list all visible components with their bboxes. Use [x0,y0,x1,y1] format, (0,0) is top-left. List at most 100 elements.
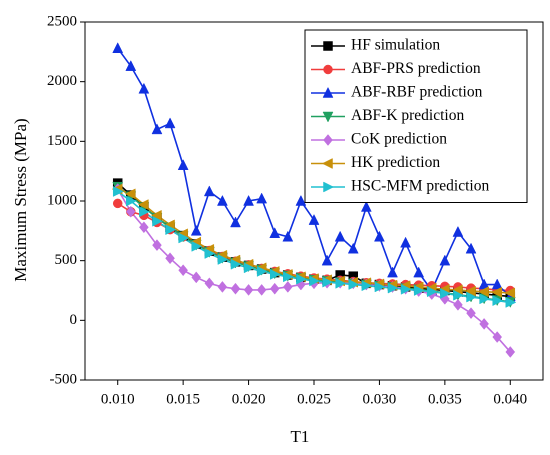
legend-marker [323,41,333,51]
marker [321,254,333,266]
marker [465,242,477,254]
marker [138,82,150,94]
marker [453,289,465,301]
marker [452,225,464,237]
marker [347,242,359,254]
marker [112,198,123,209]
marker [504,287,516,299]
marker [256,284,267,296]
legend-label: CoK prediction [351,131,447,148]
marker [177,159,189,170]
marker [466,307,476,320]
marker [125,60,137,71]
marker [217,281,228,293]
marker [439,254,451,266]
x-tick-label: 0.010 [101,391,135,407]
marker [505,297,517,308]
marker [269,282,280,295]
marker [335,277,347,289]
y-axis-label: Maximum Stress (MPa) [11,118,30,281]
legend-label: ABF-K prediction [351,107,464,124]
marker [360,200,372,212]
plot-frame [84,21,544,381]
marker [152,215,164,227]
marker [256,192,268,204]
y-tick-label: 2500 [47,13,77,29]
series-line [117,188,511,353]
marker [269,227,281,238]
marker [479,293,491,305]
marker [374,281,386,293]
marker [348,279,360,290]
marker [427,286,438,298]
marker [190,224,202,236]
marker [413,266,425,278]
legend-label: HF simulation [351,37,440,54]
marker [256,266,268,277]
marker [479,318,489,330]
marker [283,281,293,293]
marker [243,194,254,206]
marker [139,206,150,218]
marker [491,278,503,290]
marker [216,194,228,206]
marker [204,277,215,290]
marker [505,346,516,358]
x-tick-label: 0.040 [493,391,527,407]
marker [204,248,216,259]
marker [203,185,215,197]
marker [322,276,334,288]
y-tick-label: 0 [70,312,78,328]
marker [478,286,489,298]
marker [334,230,346,242]
y-tick-label: 500 [55,252,78,268]
marker [243,262,255,274]
marker [295,194,307,206]
marker [230,216,241,228]
marker [150,209,162,221]
legend-label: ABF-PRS prediction [351,60,481,77]
x-axis-label: T1 [291,427,310,446]
marker [400,283,412,295]
x-tick-label: 0.020 [232,391,266,407]
marker [178,232,190,244]
marker [464,285,476,297]
legend-marker [323,64,333,75]
x-tick-label: 0.015 [166,391,200,407]
x-tick-label: 0.030 [363,391,397,407]
marker [492,331,503,343]
legend-marker [323,134,333,146]
marker [296,273,307,285]
legend-marker [323,181,335,193]
marker [243,284,254,296]
marker [230,258,242,270]
marker [191,271,202,284]
y-tick-label: -500 [50,371,78,387]
marker [387,266,398,278]
marker [440,288,451,299]
marker [112,186,124,197]
marker [126,195,137,207]
marker [178,264,188,277]
marker [124,188,136,200]
marker [308,214,320,225]
x-tick-label: 0.035 [428,391,462,407]
marker [387,282,399,294]
marker [230,282,241,295]
legend-label: HSC-MFM prediction [351,178,489,195]
legend-marker [322,86,334,98]
marker [374,230,385,242]
marker [139,221,149,234]
legend-label: HK prediction [351,154,440,171]
legend-marker [322,111,334,123]
marker [361,280,373,292]
y-tick-label: 2000 [47,73,77,89]
marker [191,240,203,252]
marker [466,291,478,303]
marker [125,205,136,218]
marker [151,123,163,135]
marker [152,239,162,252]
marker [217,254,229,265]
legend-label: ABF-RBF prediction [351,84,483,101]
